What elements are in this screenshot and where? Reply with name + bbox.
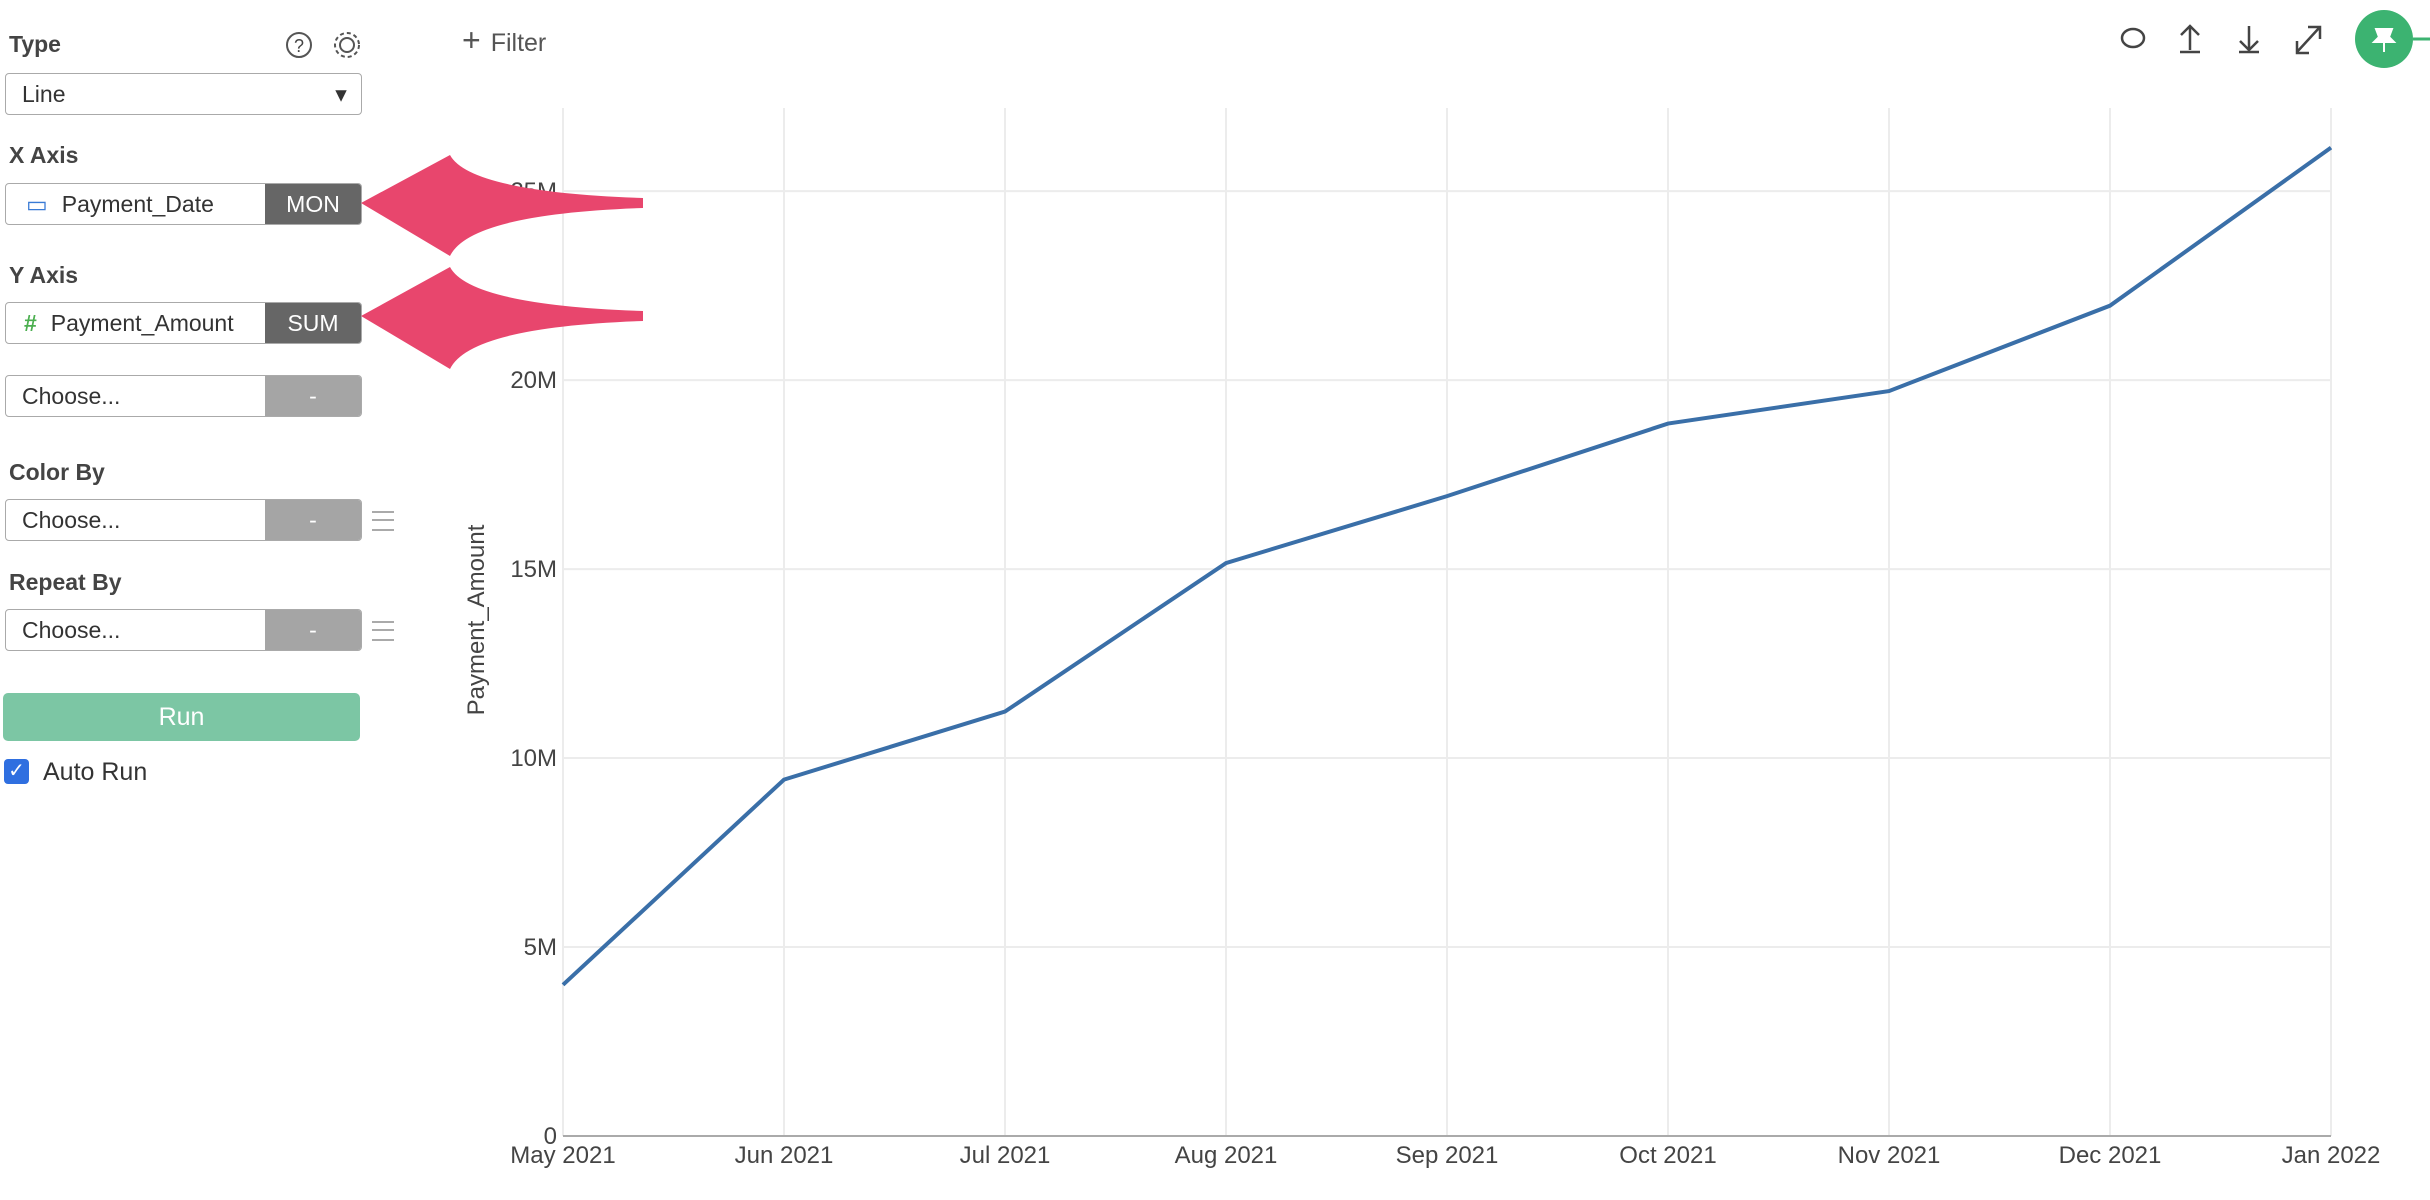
type-select[interactable]: Line ▾ <box>5 73 362 115</box>
x-tick-label: Dec 2021 <box>2059 1142 2162 1169</box>
menu-icon[interactable] <box>372 621 394 641</box>
y2-agg[interactable]: - <box>265 376 361 416</box>
y-tick-label: 20M <box>510 367 557 394</box>
y-tick-label: 15M <box>510 556 557 583</box>
y-axis-title: Payment_Amount <box>463 524 490 715</box>
auto-run-label: Auto Run <box>43 758 148 786</box>
filter-label: Filter <box>490 29 547 57</box>
color-by-field[interactable]: Choose... - <box>5 499 362 541</box>
x-tick-label: Jun 2021 <box>735 1142 834 1169</box>
calendar-icon: ▭ <box>26 190 48 217</box>
x-tick-label: May 2021 <box>510 1142 615 1169</box>
data-line <box>561 146 2333 987</box>
color-by-agg[interactable]: - <box>265 500 361 540</box>
y-tick-label: 5M <box>524 934 557 961</box>
number-icon: # <box>24 309 37 336</box>
repeat-by-agg[interactable]: - <box>265 610 361 650</box>
svg-text:?: ? <box>294 36 304 56</box>
y-agg[interactable]: SUM <box>265 303 361 343</box>
x-tick-label: Aug 2021 <box>1175 1142 1278 1169</box>
menu-icon[interactable] <box>372 511 394 531</box>
repeat-by-label: Repeat By <box>9 569 122 595</box>
x-field-name: Payment_Date <box>61 190 214 217</box>
pin-icon <box>2371 28 2397 52</box>
run-button[interactable]: Run <box>3 693 360 741</box>
y-axis-label: Y Axis <box>9 262 79 288</box>
repeat-by-placeholder: Choose... <box>22 616 121 643</box>
annotation-arrow <box>361 267 643 369</box>
y2-field[interactable]: Choose... - <box>5 375 362 417</box>
x-tick-label: Sep 2021 <box>1396 1142 1499 1169</box>
x-agg[interactable]: MON <box>265 184 361 224</box>
x-tick-label: Oct 2021 <box>1619 1142 1716 1169</box>
color-by-placeholder: Choose... <box>22 506 121 533</box>
y2-placeholder: Choose... <box>22 382 121 409</box>
filter-button[interactable]: + Filter <box>462 22 547 58</box>
caret: ▾ <box>335 80 347 107</box>
y-tick-label: 10M <box>510 745 557 772</box>
x-tick-label: Jul 2021 <box>960 1142 1051 1169</box>
x-tick-label: Nov 2021 <box>1838 1142 1941 1169</box>
x-tick-label: Jan 2022 <box>2282 1142 2381 1169</box>
y-tick-label: 0 <box>544 1123 557 1150</box>
toolbar-icons[interactable] <box>2120 24 2322 55</box>
type-label: Type <box>9 31 61 57</box>
repeat-by-field[interactable]: Choose... - <box>5 609 362 651</box>
type-value: Line <box>22 80 66 107</box>
color-by-label: Color By <box>9 459 105 485</box>
help-icons[interactable]: ? <box>284 30 364 62</box>
y-field[interactable]: # Payment_Amount SUM <box>5 302 362 344</box>
x-field[interactable]: ▭ Payment_Date MON <box>5 183 362 225</box>
y-field-name: Payment_Amount <box>50 309 234 336</box>
annotation-arrow <box>361 155 643 256</box>
auto-run-checkbox[interactable]: ✓ <box>4 759 29 784</box>
x-axis-label: X Axis <box>9 142 79 168</box>
